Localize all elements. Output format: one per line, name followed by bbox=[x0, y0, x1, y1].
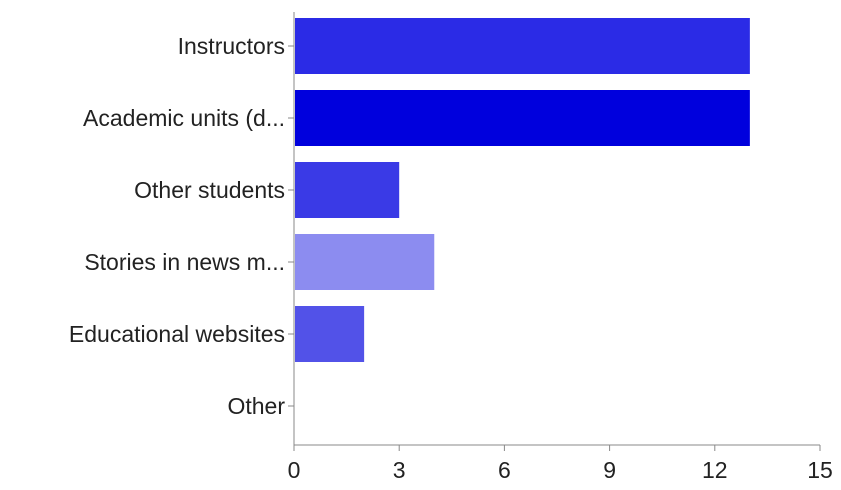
category-label-1: Academic units (d... bbox=[83, 105, 285, 131]
category-label-4: Educational websites bbox=[69, 321, 285, 347]
x-tick-label-5: 15 bbox=[807, 457, 833, 483]
bar-2 bbox=[295, 162, 400, 218]
bar-0 bbox=[295, 18, 750, 74]
category-label-2: Other students bbox=[134, 177, 285, 203]
category-label-0: Instructors bbox=[178, 33, 285, 59]
x-tick-label-4: 12 bbox=[702, 457, 728, 483]
bars-layer bbox=[295, 18, 750, 362]
x-tick-label-0: 0 bbox=[288, 457, 301, 483]
bar-3 bbox=[295, 234, 435, 290]
labels-layer: Instructors Academic units (d... Other stu… bbox=[69, 33, 833, 483]
category-label-5: Other bbox=[227, 393, 285, 419]
x-tick-label-3: 9 bbox=[603, 457, 616, 483]
category-label-3: Stories in news m... bbox=[84, 249, 285, 275]
x-tick-label-1: 3 bbox=[393, 457, 406, 483]
bar-4 bbox=[295, 306, 365, 362]
x-tick-label-2: 6 bbox=[498, 457, 511, 483]
bar-1 bbox=[295, 90, 750, 146]
axes-layer bbox=[288, 12, 821, 451]
